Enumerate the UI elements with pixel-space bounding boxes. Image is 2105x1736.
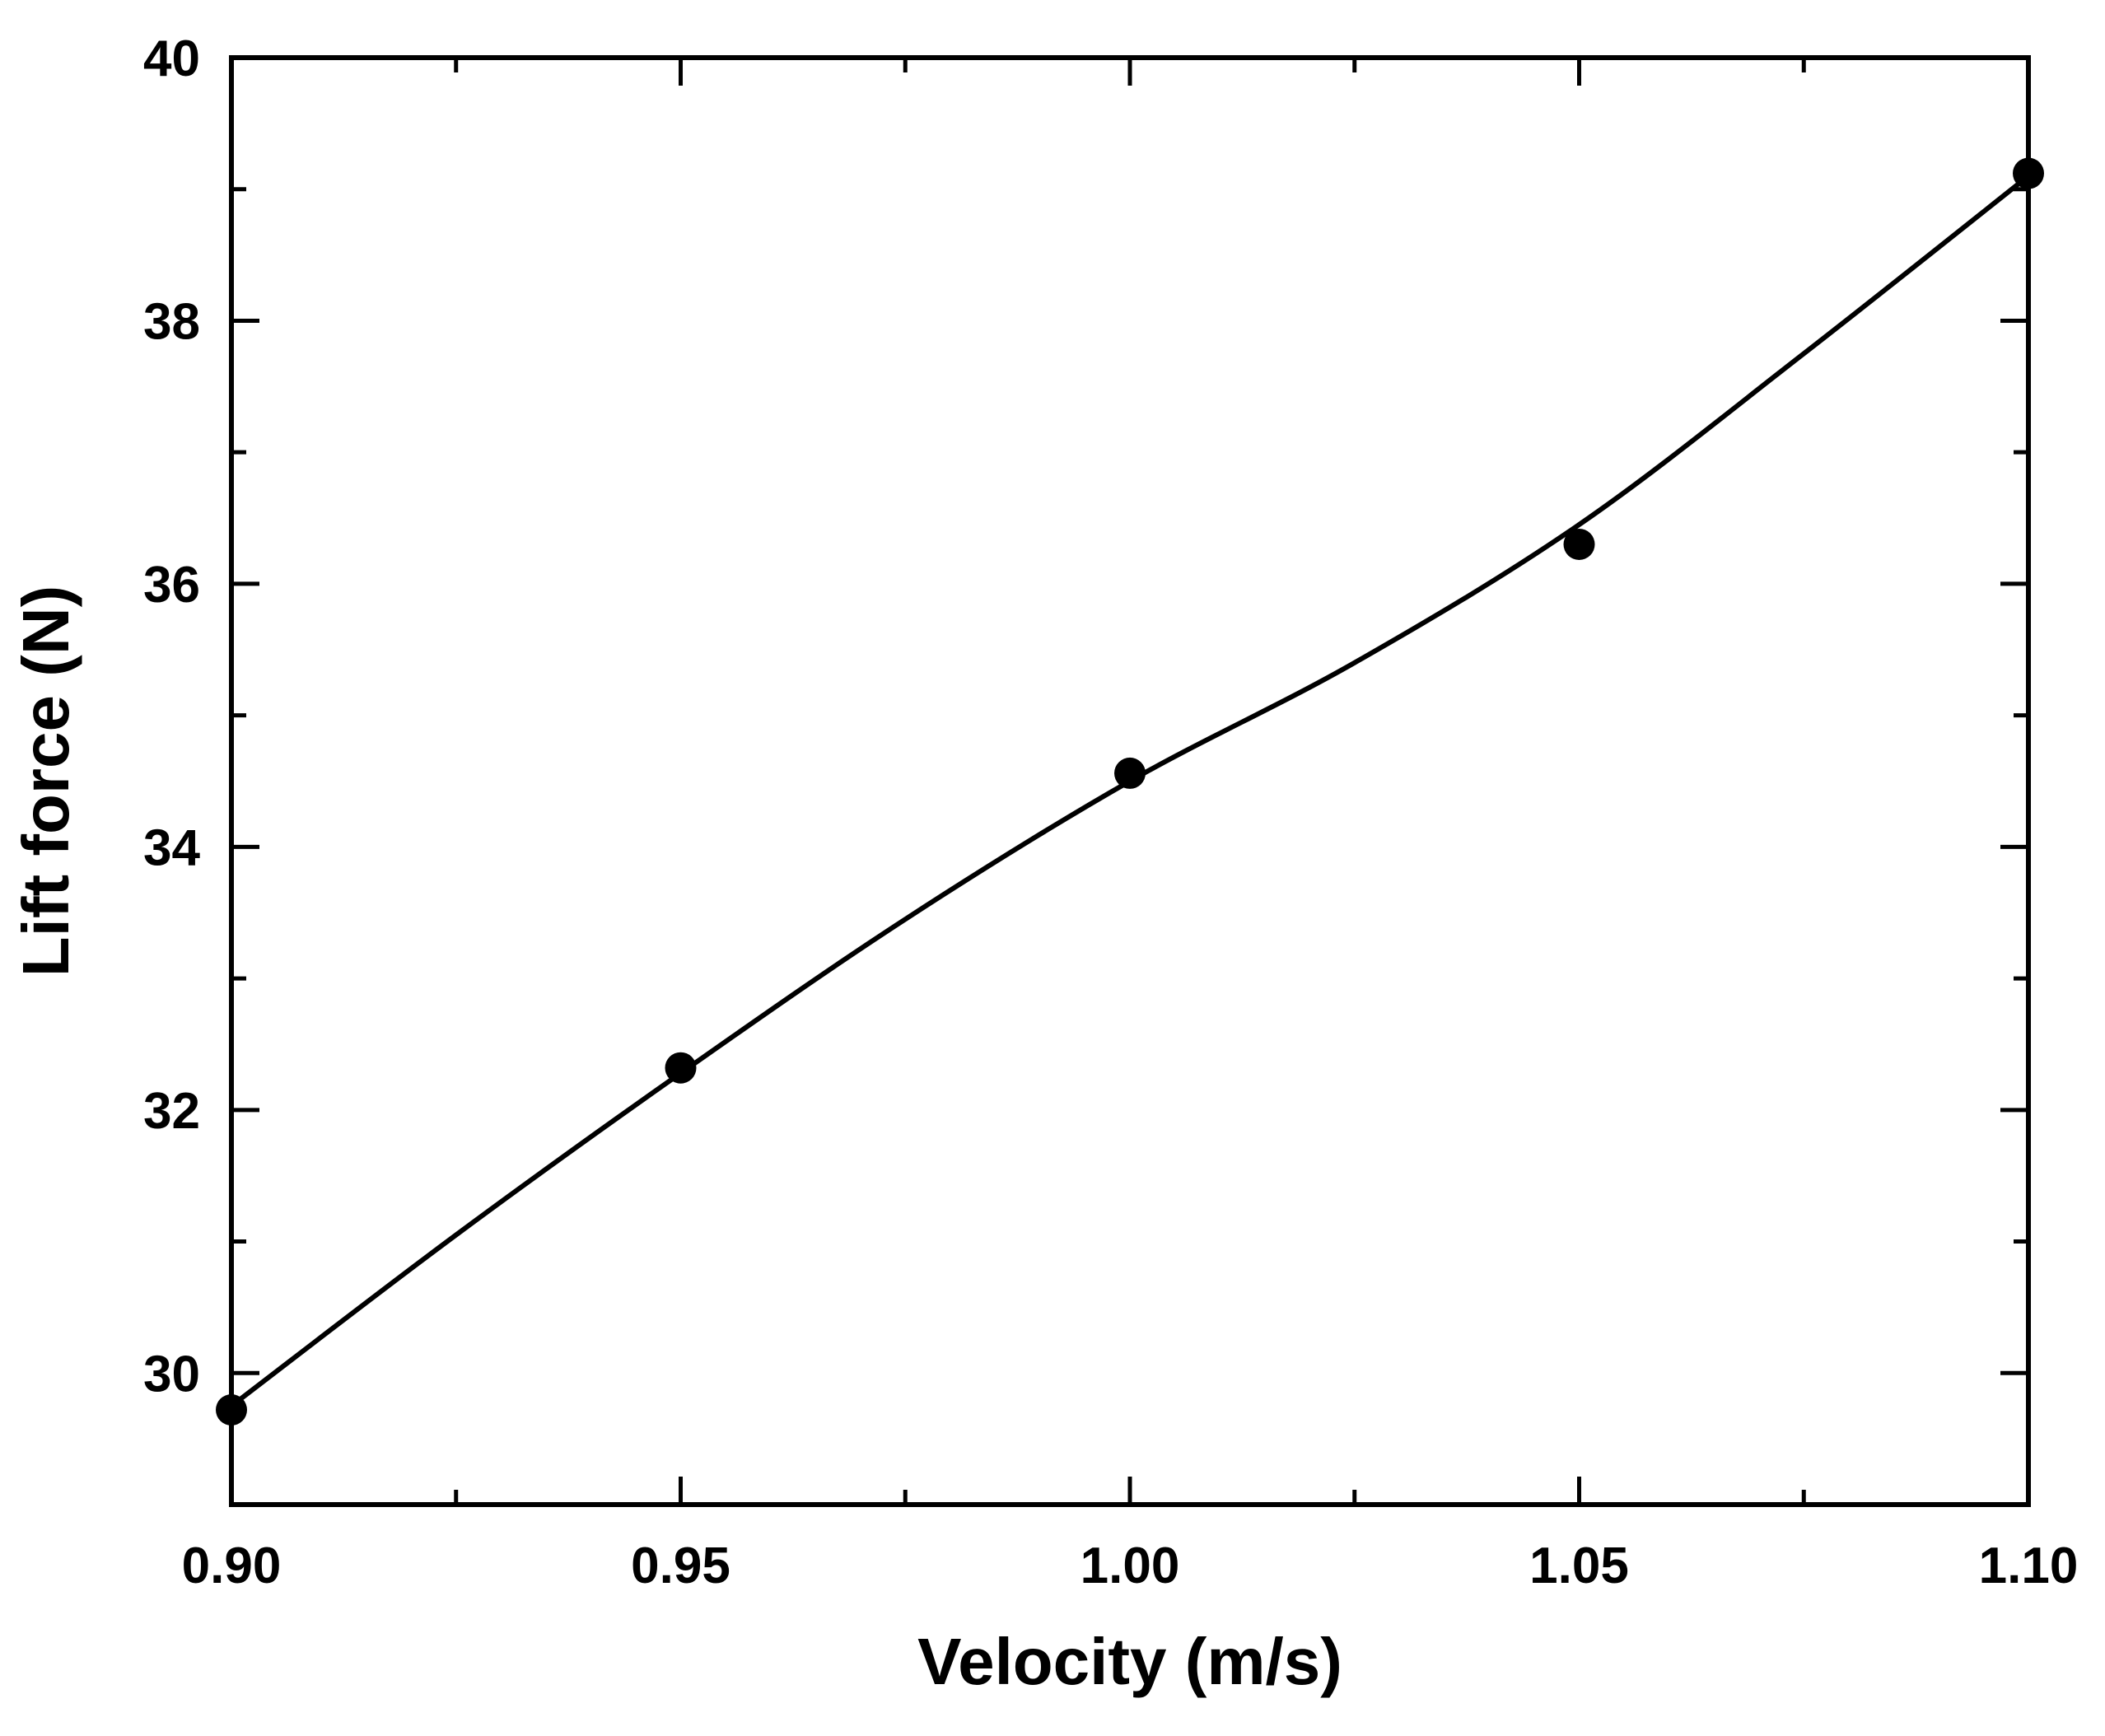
x-tick-label: 1.00 <box>1081 1538 1180 1594</box>
x-tick-labels: 0.90 0.95 1.00 1.05 1.10 <box>182 1538 2079 1594</box>
data-point <box>1114 757 1146 789</box>
y-axis-title: Lift force (N) <box>9 586 82 978</box>
x-tick-label: 0.90 <box>182 1538 282 1594</box>
y-tick-label: 36 <box>143 557 200 614</box>
plot-frame <box>229 55 2031 1507</box>
y-tick-label: 34 <box>143 819 200 876</box>
data-point <box>1563 528 1595 560</box>
x-axis-title: Velocity (m/s) <box>917 1625 1342 1698</box>
x-tick-label: 0.95 <box>631 1538 730 1594</box>
y-tick-label: 40 <box>143 30 200 87</box>
y-tick-label: 38 <box>143 293 200 350</box>
y-tick-label: 30 <box>143 1346 200 1402</box>
data-points-layer <box>216 157 2044 1426</box>
y-tick-labels: 30 32 34 36 38 40 <box>143 30 200 1402</box>
x-tick-label: 1.05 <box>1529 1538 1629 1594</box>
x-tick-label: 1.10 <box>1979 1538 2079 1594</box>
y-tick-label: 32 <box>143 1083 200 1140</box>
data-point <box>665 1052 697 1084</box>
